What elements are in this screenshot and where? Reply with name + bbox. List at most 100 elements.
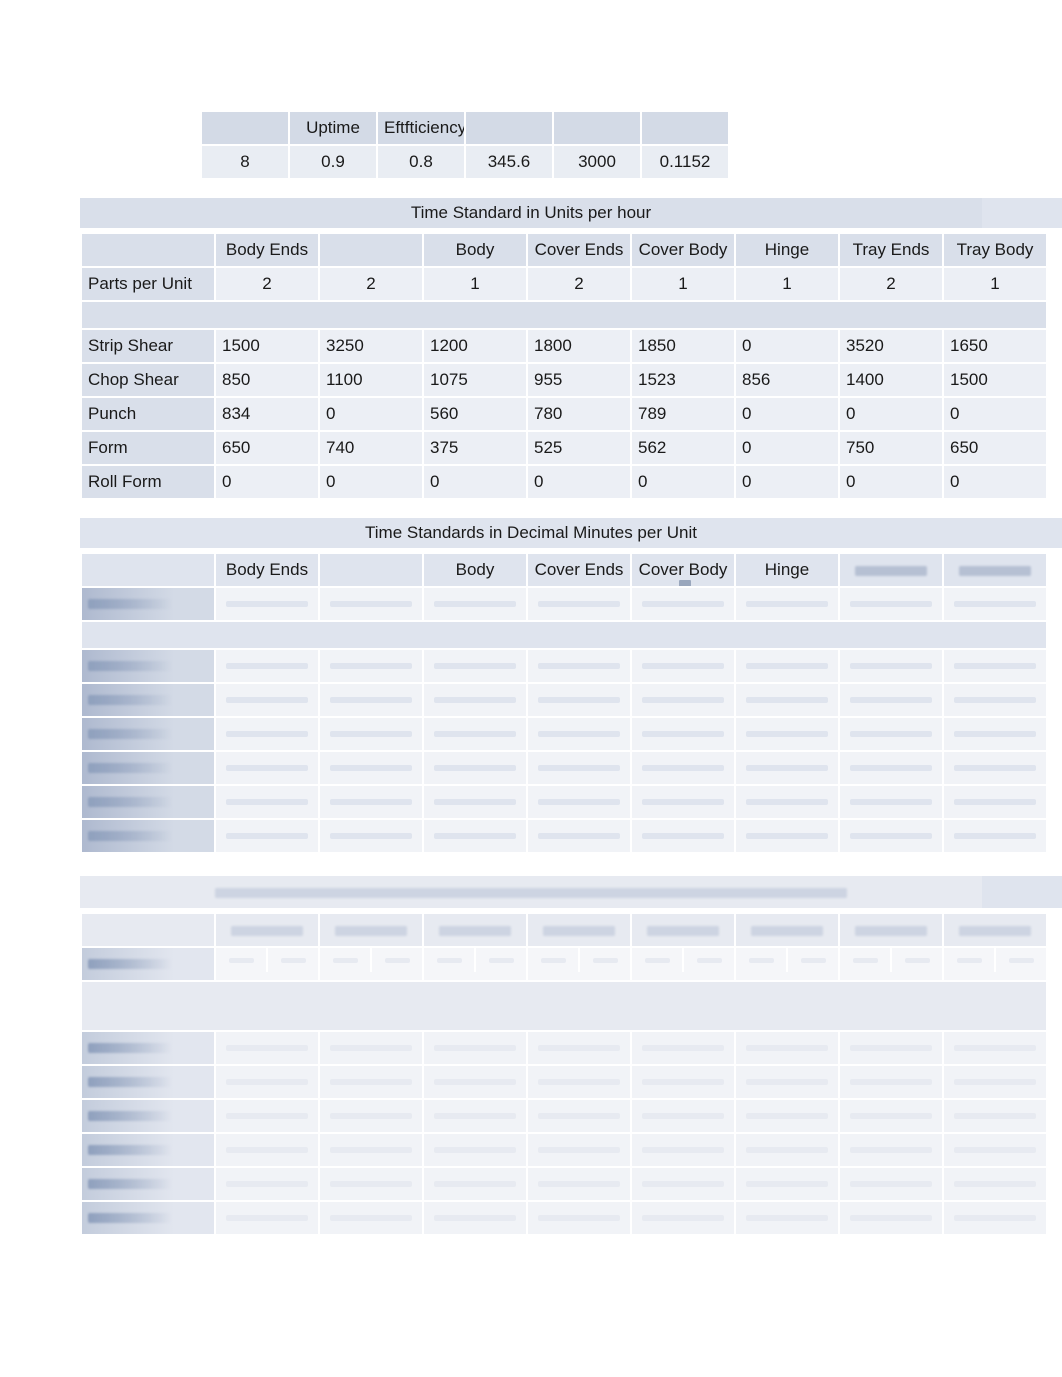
param-val-2: 0.8 [377, 145, 465, 179]
s1-r0-0: 1500 [215, 329, 319, 363]
section3-table: . . . . . . . . [80, 912, 1048, 1236]
s1-r0-4: 1850 [631, 329, 735, 363]
params-table: Uptime Eftfticiency 8 0.9 0.8 345.6 3000… [200, 110, 730, 180]
s1-r4-6: 0 [839, 465, 943, 499]
s1-hdr-empty [81, 233, 215, 267]
s1-r0-7: 1650 [943, 329, 1047, 363]
s3-hdr-empty [81, 913, 215, 947]
s1-r2-3: 780 [527, 397, 631, 431]
param-val-1: 0.9 [289, 145, 377, 179]
s1-hdr-coverends: Cover Ends [527, 233, 631, 267]
section2-title: Time Standards in Decimal Minutes per Un… [80, 518, 982, 548]
s1-r4-4: 0 [631, 465, 735, 499]
s1-r0-1: 3250 [319, 329, 423, 363]
s1-spacer [81, 301, 1047, 329]
s1-r0-5: 0 [735, 329, 839, 363]
s2-r5 [81, 819, 215, 853]
s1-r4-3: 0 [527, 465, 631, 499]
s1-r0-l: Strip Shear [81, 329, 215, 363]
s1-parts-label: Parts per Unit [81, 267, 215, 301]
s2-hdr-empty [81, 553, 215, 587]
s1-r1-5: 856 [735, 363, 839, 397]
s1-hdr-body: Body [423, 233, 527, 267]
s2-hdr-hinge: Hinge [735, 553, 839, 587]
s1-r1-7: 1500 [943, 363, 1047, 397]
s1-r1-3: 955 [527, 363, 631, 397]
s1-ppu-2: 1 [423, 267, 527, 301]
s1-ppu-3: 2 [527, 267, 631, 301]
s2-hdr-bodyends: Body Ends [215, 553, 319, 587]
s1-r2-5: 0 [735, 397, 839, 431]
s1-r3-0: 650 [215, 431, 319, 465]
s1-r1-6: 1400 [839, 363, 943, 397]
s1-r3-l: Form [81, 431, 215, 465]
s1-r2-4: 789 [631, 397, 735, 431]
section1-title: Time Standard in Units per hour [80, 198, 982, 228]
s1-r1-0: 850 [215, 363, 319, 397]
s1-r3-6: 750 [839, 431, 943, 465]
param-val-4: 3000 [553, 145, 641, 179]
s2-r3 [81, 751, 215, 785]
s1-hdr-coverbody: Cover Body [631, 233, 735, 267]
s1-r2-l: Punch [81, 397, 215, 431]
param-val-0: 8 [201, 145, 289, 179]
s1-r3-2: 375 [423, 431, 527, 465]
s1-r4-1: 0 [319, 465, 423, 499]
s3-r1 [81, 1065, 215, 1099]
param-hdr-blur-1 [201, 111, 289, 145]
s2-ppu-label [81, 587, 215, 621]
s1-r4-7: 0 [943, 465, 1047, 499]
s1-r1-1: 1100 [319, 363, 423, 397]
s1-r0-6: 3520 [839, 329, 943, 363]
s3-r0 [81, 1031, 215, 1065]
s3-r2 [81, 1099, 215, 1133]
s1-r3-1: 740 [319, 431, 423, 465]
s1-r1-l: Chop Shear [81, 363, 215, 397]
s1-r2-0: 834 [215, 397, 319, 431]
s1-r2-2: 560 [423, 397, 527, 431]
s3-r5 [81, 1201, 215, 1235]
s1-r4-2: 0 [423, 465, 527, 499]
s1-hdr-trayends: Tray Ends [839, 233, 943, 267]
s2-hdr-coverends: Cover Ends [527, 553, 631, 587]
s1-hdr-traybody: Tray Body [943, 233, 1047, 267]
s1-r3-7: 650 [943, 431, 1047, 465]
s2-spacer [81, 621, 1047, 649]
s3-r3 [81, 1133, 215, 1167]
section2-table: Body Ends . Body Cover Ends Cover Body H… [80, 552, 1048, 854]
s1-r0-2: 1200 [423, 329, 527, 363]
section1-table: Body Ends . Body Cover Ends Cover Body H… [80, 232, 1048, 500]
s2-hdr-coverbody: Cover Body [631, 553, 735, 587]
s2-r4 [81, 785, 215, 819]
s1-r2-6: 0 [839, 397, 943, 431]
s2-hdr-blur: . [319, 553, 423, 587]
s1-ppu-5: 1 [735, 267, 839, 301]
s1-r2-1: 0 [319, 397, 423, 431]
s3-ppu-label [81, 947, 215, 981]
s2-hdr-body: Body [423, 553, 527, 587]
s1-r4-l: Roll Form [81, 465, 215, 499]
param-hdr-blur-4 [641, 111, 729, 145]
s2-hdr-blur3: . [943, 553, 1047, 587]
s2-r1 [81, 683, 215, 717]
s2-r2 [81, 717, 215, 751]
s1-hdr-hinge: Hinge [735, 233, 839, 267]
param-hdr-blur-3 [553, 111, 641, 145]
s1-r1-4: 1523 [631, 363, 735, 397]
s1-r3-3: 525 [527, 431, 631, 465]
s1-r0-3: 1800 [527, 329, 631, 363]
s1-r4-0: 0 [215, 465, 319, 499]
s1-r3-4: 562 [631, 431, 735, 465]
param-hdr-blur-2 [465, 111, 553, 145]
s1-ppu-1: 2 [319, 267, 423, 301]
s1-r3-5: 0 [735, 431, 839, 465]
s3-spacer [81, 981, 1047, 1031]
s1-hdr-blur: . [319, 233, 423, 267]
s1-ppu-0: 2 [215, 267, 319, 301]
s1-ppu-6: 2 [839, 267, 943, 301]
param-hdr-efficiency: Eftfticiency [377, 111, 465, 145]
s1-ppu-7: 1 [943, 267, 1047, 301]
s1-r4-5: 0 [735, 465, 839, 499]
param-val-5: 0.1152 [641, 145, 729, 179]
s1-ppu-4: 1 [631, 267, 735, 301]
